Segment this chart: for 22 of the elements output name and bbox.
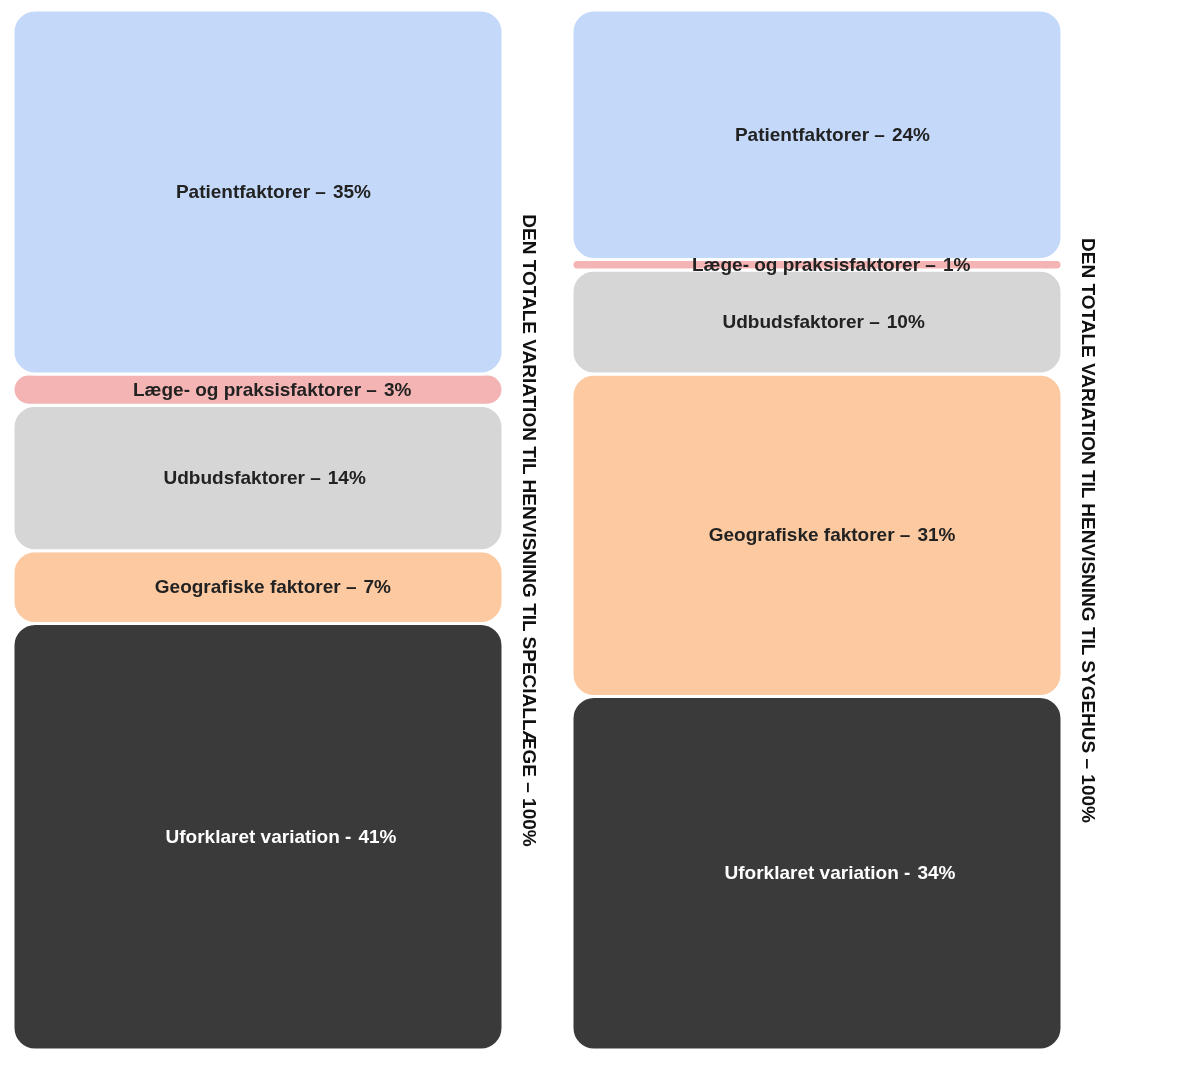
data-label: 24% — [891, 123, 931, 145]
series-label: Læge- og praksisfaktorer – — [691, 253, 936, 275]
y-axis-title: DEN TOTALE VARIATION TIL HENVISNING TIL SPECIALLÆGE – 100% — [518, 214, 540, 847]
series-label: Uforklaret variation - — [724, 862, 911, 884]
series-label: Patientfaktorer – — [734, 123, 885, 145]
series-label: Geografiske faktorer – — [708, 524, 911, 546]
data-label: 3% — [383, 378, 412, 400]
series-label: Patientfaktorer – — [175, 181, 326, 202]
series-label: Læge- og praksisfaktorer – — [132, 378, 377, 400]
data-label: 41% — [358, 825, 397, 847]
data-label: 31% — [917, 524, 956, 546]
data-label: 7% — [363, 576, 392, 598]
series-label: Udbudsfaktorer – — [722, 311, 880, 332]
data-label: 14% — [327, 467, 366, 488]
data-label: 35% — [332, 181, 372, 202]
data-label: 1% — [942, 253, 971, 275]
data-label: 34% — [917, 862, 956, 884]
series-label: Udbudsfaktorer – — [163, 467, 321, 488]
y-axis-title: DEN TOTALE VARIATION TIL HENVISNING TIL SYGEHUS – 100% — [1077, 238, 1099, 824]
series-label: Uforklaret variation - — [165, 825, 352, 847]
data-label: 10% — [886, 311, 925, 332]
series-label: Geografiske faktorer – — [154, 576, 357, 598]
